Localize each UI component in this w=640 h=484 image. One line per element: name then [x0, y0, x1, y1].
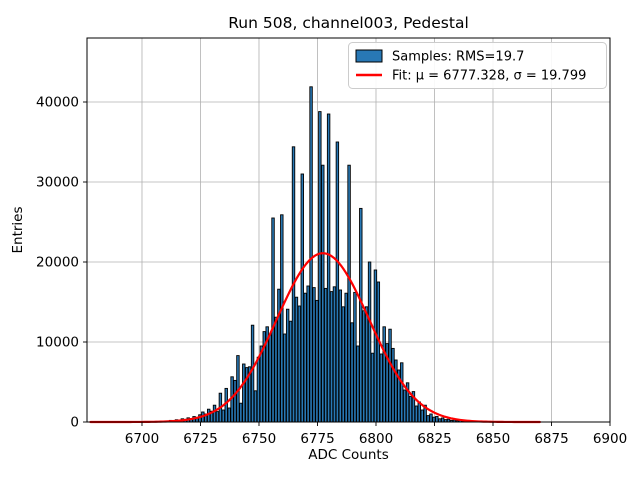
histogram-bar — [260, 346, 262, 422]
histogram-bar — [254, 391, 256, 422]
x-tick-label: 6900 — [593, 431, 627, 447]
histogram-bar — [301, 174, 303, 422]
histogram-bar — [272, 218, 274, 422]
histogram-bar — [392, 348, 394, 422]
histogram-bar — [228, 408, 230, 422]
x-tick-label: 6775 — [300, 431, 334, 447]
histogram-bar — [225, 388, 227, 422]
histogram-bar — [222, 410, 224, 422]
legend-samples-label: Samples: RMS=19.7 — [392, 50, 524, 65]
histogram-bar — [415, 406, 417, 422]
histogram-bar — [304, 293, 306, 422]
histogram-bar — [383, 327, 385, 422]
histogram-bar — [433, 417, 435, 422]
legend: Samples: RMS=19.7 Fit: μ = 6777.328, σ =… — [349, 43, 607, 89]
histogram-bar — [365, 307, 367, 422]
legend-fit-label: Fit: μ = 6777.328, σ = 19.799 — [392, 69, 586, 84]
y-axis-label: Entries — [10, 206, 26, 253]
x-tick-label: 6850 — [476, 431, 510, 447]
histogram-bar — [333, 287, 335, 422]
y-tick-label: 20000 — [36, 255, 79, 271]
histogram-bar — [403, 390, 405, 422]
histogram-bar — [310, 87, 312, 422]
y-tick-label: 40000 — [36, 95, 79, 111]
histogram-bar — [339, 290, 341, 422]
histogram-bar — [298, 306, 300, 422]
x-tick-label: 6800 — [359, 431, 393, 447]
histogram-bar — [269, 335, 271, 422]
histogram-bar — [234, 380, 236, 422]
histogram-bar — [395, 360, 397, 422]
histogram-bar — [374, 270, 376, 422]
histogram-bar — [322, 165, 324, 422]
histogram-bar — [371, 353, 373, 422]
histogram-bar — [362, 311, 364, 422]
histogram-bar — [319, 112, 321, 422]
x-tick-label: 6875 — [534, 431, 568, 447]
histogram-bar — [430, 414, 432, 422]
histogram-bar — [243, 364, 245, 422]
histogram-bar — [345, 293, 347, 422]
y-tick-label: 0 — [70, 415, 79, 431]
histogram-bar — [213, 405, 215, 422]
histogram-bar — [240, 403, 242, 422]
histogram-bar — [281, 215, 283, 422]
histogram-bar — [295, 297, 297, 422]
histogram-bar — [283, 334, 285, 422]
x-tick-label: 6750 — [242, 431, 276, 447]
histogram-bar — [409, 396, 411, 422]
histogram-bar — [377, 282, 379, 422]
histogram-bar — [327, 114, 329, 422]
histogram-bar — [380, 354, 382, 422]
histogram-bar — [313, 288, 315, 422]
x-tick-label: 6700 — [125, 431, 159, 447]
histogram-bar — [251, 325, 253, 422]
histogram-bar — [351, 323, 353, 422]
histogram-bar — [389, 329, 391, 422]
histogram-bar — [275, 317, 277, 422]
histogram-bar — [286, 309, 288, 422]
histogram-bar — [307, 286, 309, 422]
histogram-bar — [257, 357, 259, 422]
histogram-bar — [324, 288, 326, 422]
histogram-bar — [421, 410, 423, 422]
histogram-bar — [400, 363, 402, 422]
histogram-bar — [330, 292, 332, 422]
histogram-bar — [357, 346, 359, 422]
histogram-bar — [289, 321, 291, 422]
histogram-bar — [354, 292, 356, 422]
histogram-bar — [207, 409, 209, 422]
histogram-bar — [348, 165, 350, 422]
histogram-bar — [316, 300, 318, 422]
histogram-bar — [342, 307, 344, 422]
histogram-bar — [418, 402, 420, 422]
histogram-bar — [427, 416, 429, 422]
histogram-bar — [436, 416, 438, 422]
histogram-bar — [441, 418, 443, 422]
x-tick-label: 6725 — [183, 431, 217, 447]
x-axis-label: ADC Counts — [308, 447, 388, 463]
y-tick-label: 10000 — [36, 335, 79, 351]
histogram-bar — [278, 289, 280, 422]
x-tick-label: 6825 — [417, 431, 451, 447]
histogram-bar — [360, 208, 362, 422]
histogram-bar — [336, 142, 338, 422]
chart-title: Run 508, channel003, Pedestal — [228, 14, 469, 32]
legend-samples-swatch — [356, 50, 382, 62]
histogram-bar — [368, 262, 370, 422]
histogram-bar — [216, 412, 218, 422]
y-tick-label: 30000 — [36, 175, 79, 191]
